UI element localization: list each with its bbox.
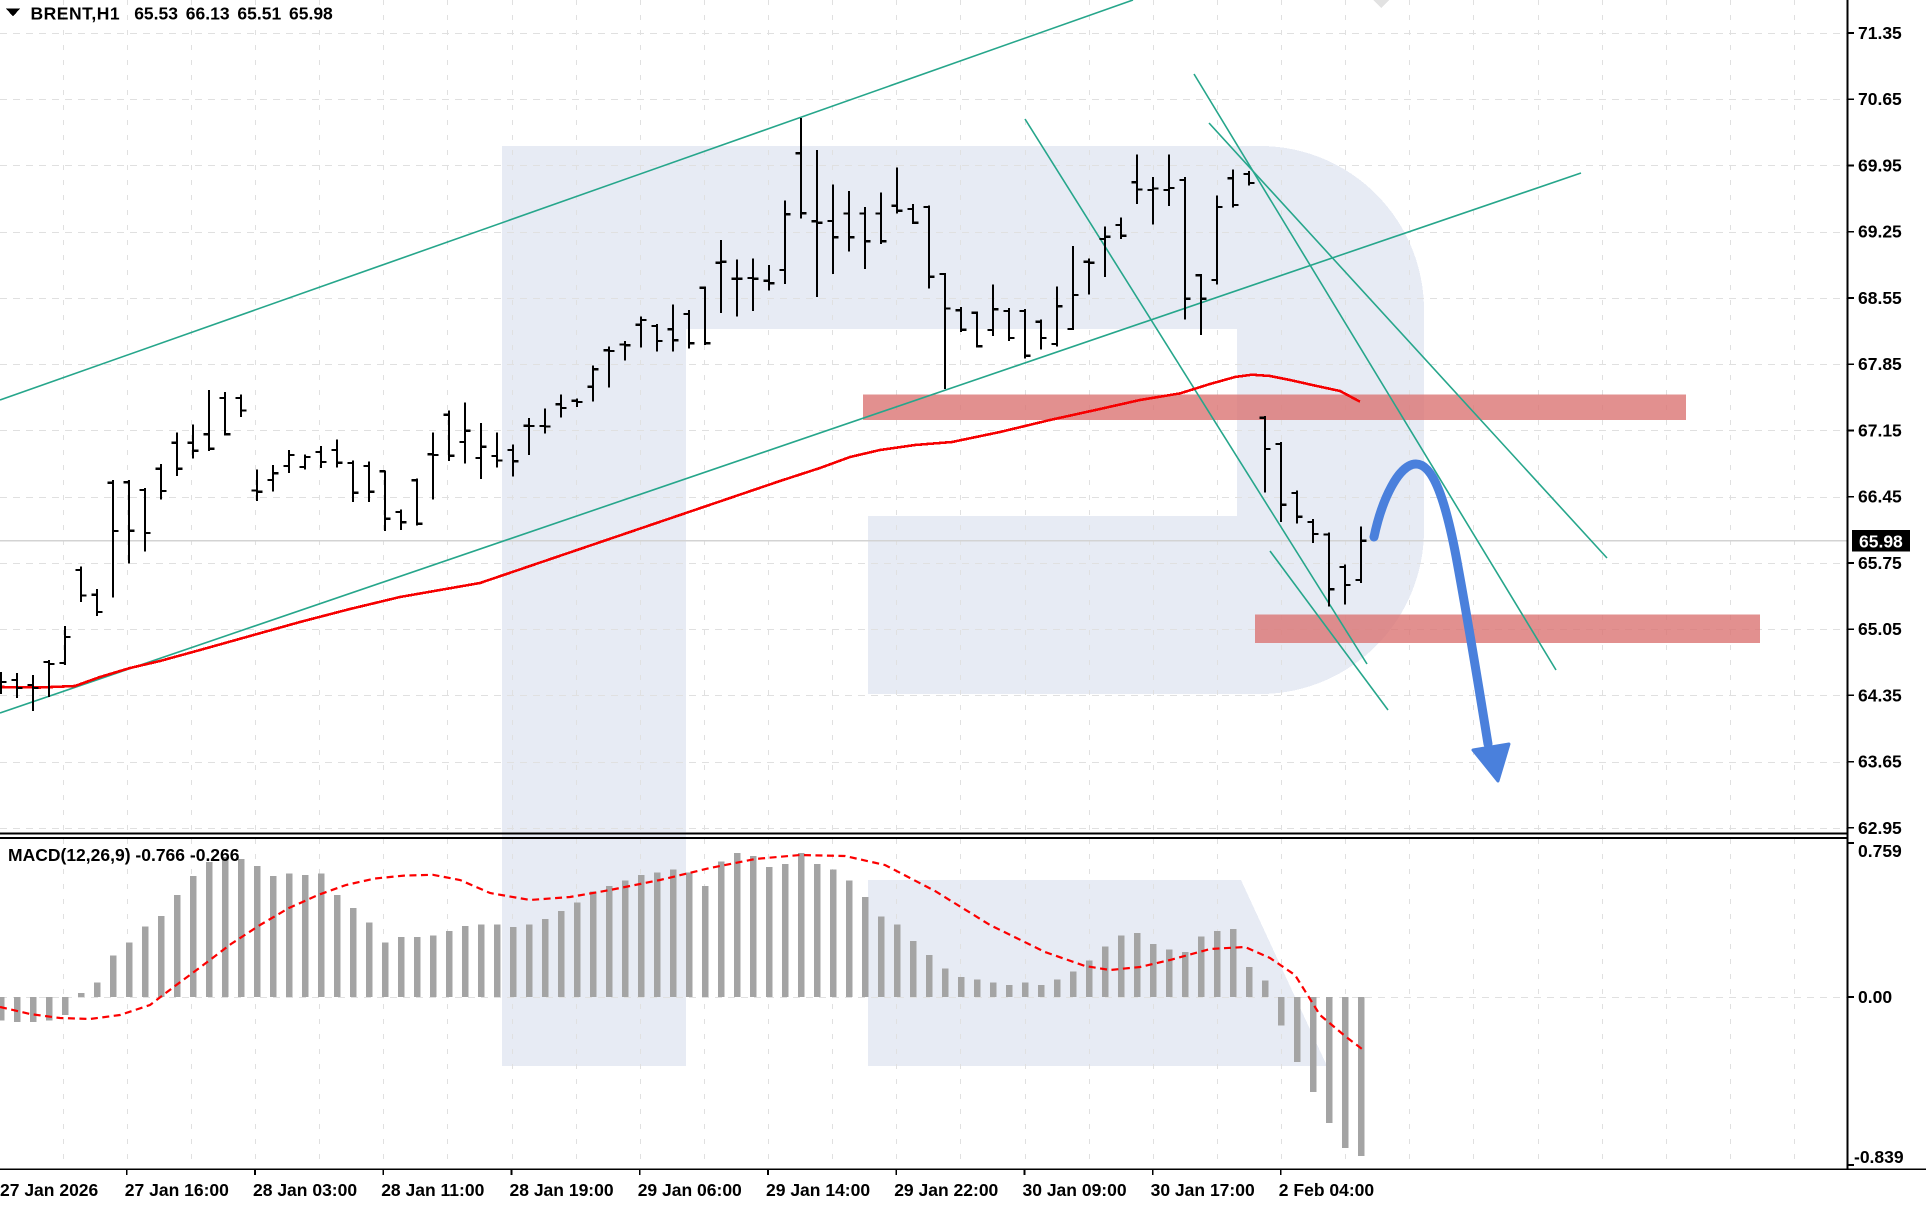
svg-text:63.65: 63.65 [1858,752,1902,772]
svg-text:27 Jan 2026: 27 Jan 2026 [0,1180,99,1200]
svg-text:66.45: 66.45 [1858,487,1902,507]
svg-text:71.35: 71.35 [1858,23,1902,43]
svg-text:29 Jan 14:00: 29 Jan 14:00 [766,1180,870,1200]
svg-text:0.759: 0.759 [1858,841,1902,861]
svg-text:2 Feb 04:00: 2 Feb 04:00 [1279,1180,1375,1200]
svg-text:65.75: 65.75 [1858,553,1902,573]
svg-text:-0.839: -0.839 [1854,1147,1904,1167]
svg-text:64.35: 64.35 [1858,685,1902,705]
svg-text:65.51: 65.51 [237,4,281,24]
svg-text:65.05: 65.05 [1858,619,1902,639]
svg-text:67.15: 67.15 [1858,420,1902,440]
svg-text:66.13: 66.13 [186,4,230,24]
svg-text:BRENT,H1: BRENT,H1 [31,4,121,24]
svg-text:65.98: 65.98 [289,4,333,24]
svg-text:29 Jan 06:00: 29 Jan 06:00 [638,1180,742,1200]
svg-text:70.65: 70.65 [1858,89,1902,109]
svg-text:29 Jan 22:00: 29 Jan 22:00 [894,1180,998,1200]
svg-text:67.85: 67.85 [1858,354,1902,374]
svg-text:MACD(12,26,9) -0.766 -0.266: MACD(12,26,9) -0.766 -0.266 [8,845,240,865]
svg-text:28 Jan 19:00: 28 Jan 19:00 [510,1180,614,1200]
svg-text:69.25: 69.25 [1858,222,1902,242]
svg-text:30 Jan 09:00: 30 Jan 09:00 [1023,1180,1127,1200]
svg-text:69.95: 69.95 [1858,155,1902,175]
svg-text:65.53: 65.53 [134,4,178,24]
svg-text:62.95: 62.95 [1858,818,1902,838]
svg-text:30 Jan 17:00: 30 Jan 17:00 [1151,1180,1255,1200]
svg-text:28 Jan 03:00: 28 Jan 03:00 [253,1180,357,1200]
svg-text:65.98: 65.98 [1859,532,1903,552]
svg-text:28 Jan 11:00: 28 Jan 11:00 [381,1180,484,1200]
svg-text:0.00: 0.00 [1858,987,1892,1007]
svg-text:27 Jan 16:00: 27 Jan 16:00 [125,1180,229,1200]
svg-text:68.55: 68.55 [1858,288,1902,308]
